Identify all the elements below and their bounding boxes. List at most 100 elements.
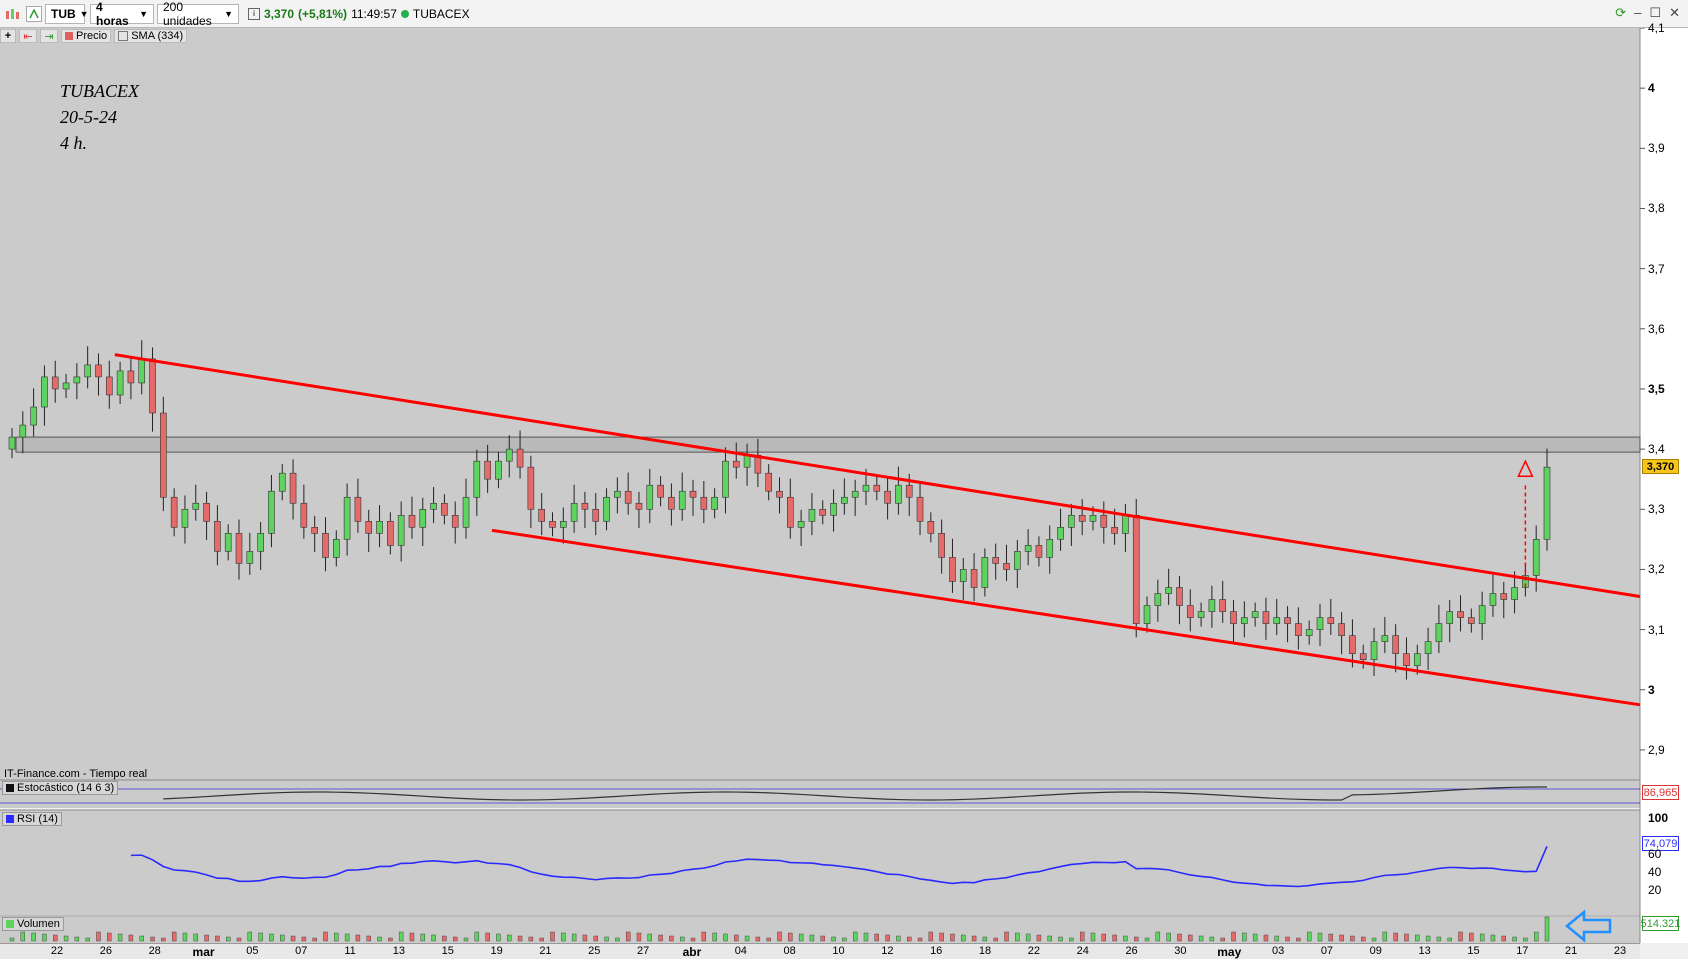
volume-bar <box>874 933 879 942</box>
candle-body <box>1532 539 1540 576</box>
volume-bar <box>1079 931 1085 942</box>
candle-body <box>1316 617 1324 630</box>
candle-body <box>289 472 297 504</box>
volume-bar <box>1101 933 1106 942</box>
candle-body <box>462 496 470 528</box>
volume-panel-tag[interactable]: Volumen <box>2 917 64 931</box>
candle-body <box>1262 611 1270 624</box>
candle-body <box>1241 617 1248 624</box>
stochastic-line <box>163 786 1548 801</box>
compare-icon[interactable] <box>26 6 42 22</box>
legend-sma[interactable]: SMA (334) <box>114 29 188 43</box>
volume-bar <box>366 935 371 942</box>
timeframe-selector[interactable]: 4 horas ▼ <box>90 0 154 28</box>
candle-body <box>1543 466 1551 540</box>
candle-body <box>203 502 210 522</box>
toolbar: TUB ▼ 4 horas ▼ 200 unidades ▼ i 3,370 (+5,… <box>0 0 1688 28</box>
window-controls: ⟳ – ☐ ✕ <box>1615 5 1680 21</box>
volume-bar <box>236 937 242 942</box>
candle-body <box>224 533 232 552</box>
volume-bar <box>107 932 112 942</box>
volume-bar <box>258 932 263 942</box>
export-icon[interactable]: ⇥ <box>40 29 58 43</box>
candle-body <box>127 370 135 384</box>
candle-body <box>1197 611 1205 618</box>
symbol-selector[interactable]: TUB ▼ <box>45 4 89 24</box>
candle-body <box>959 569 967 582</box>
time-axis-label: 23 <box>1613 945 1627 957</box>
candle-body <box>1165 587 1172 594</box>
candle-body <box>1295 623 1302 636</box>
close-icon[interactable]: ✕ <box>1669 5 1680 20</box>
symbol-label: TUB <box>51 7 76 21</box>
legend-price[interactable]: Precio <box>61 29 112 43</box>
price-axis-label: 3 <box>1648 682 1655 697</box>
pointer-arrow-icon <box>1565 909 1612 943</box>
candle-body <box>722 460 729 498</box>
time-axis-label: 21 <box>539 945 552 957</box>
candle-body <box>624 490 632 504</box>
volume-bar <box>1328 933 1334 942</box>
candle-body <box>927 521 935 534</box>
volume-bar <box>377 936 382 942</box>
chevron-down-icon: ▼ <box>139 9 148 19</box>
volume-bar <box>1004 931 1009 942</box>
minimize-icon[interactable]: – <box>1634 5 1642 20</box>
volume-bar <box>355 934 361 942</box>
candle-body <box>1489 593 1497 606</box>
candle-body <box>181 508 189 528</box>
candle-body <box>1359 653 1367 660</box>
candle-body <box>905 484 913 498</box>
stochastic-label: Estocástico (14 6 3) <box>17 782 115 794</box>
price-axis-label: 2,9 <box>1648 742 1665 757</box>
rsi-swatch-icon <box>6 815 14 823</box>
remove-indicator-icon[interactable]: ⇤ <box>19 29 37 43</box>
candle-body <box>116 370 124 396</box>
candle-body <box>711 496 718 510</box>
candle-body <box>8 436 16 450</box>
target-arrow-icon <box>1517 459 1534 477</box>
candle-body <box>1284 617 1291 624</box>
volume-bar <box>1047 935 1052 942</box>
time-axis[interactable]: 22 26 28 mar 05 07 11 13 15 19 21 25 27 abr 04 08 10 12 16… <box>0 943 1640 959</box>
rsi-panel-bg <box>0 810 1640 915</box>
candle-body <box>689 490 697 498</box>
info-icon[interactable]: i <box>248 8 260 20</box>
volume-bar <box>485 932 490 942</box>
volume-bar <box>809 934 815 942</box>
volume-bar <box>1285 936 1290 942</box>
candle-body <box>841 496 848 504</box>
channel-lower-line <box>491 528 1641 707</box>
candle-body <box>538 508 545 522</box>
chart-annotation: TUBACEX 20-5-24 4 h. <box>60 78 139 156</box>
refresh-icon[interactable]: ⟳ <box>1615 5 1627 20</box>
maximize-icon[interactable]: ☐ <box>1649 5 1662 20</box>
volume-bar <box>647 933 652 942</box>
candle-body <box>484 460 491 480</box>
add-indicator-button[interactable]: + <box>0 29 16 43</box>
chevron-down-icon: ▼ <box>224 9 233 19</box>
candle-body <box>235 533 243 564</box>
candle-body <box>1154 593 1162 606</box>
time-axis-label: 08 <box>783 945 796 957</box>
volume-bar <box>1361 936 1366 942</box>
candle-body <box>895 484 902 504</box>
rsi-panel-tag[interactable]: RSI (14) <box>2 812 62 826</box>
volume-bar <box>1415 934 1420 942</box>
volume-bar <box>615 937 620 942</box>
candle-body <box>343 496 351 540</box>
volume-bar <box>431 934 436 942</box>
volume-bar <box>74 936 80 942</box>
candle-body <box>246 551 254 564</box>
volume-bar <box>442 935 447 942</box>
volume-bar <box>723 933 728 942</box>
volume-bar <box>139 935 144 942</box>
stochastic-panel-tag[interactable]: Estocástico (14 6 3) <box>2 781 119 795</box>
candle-body <box>1176 587 1183 606</box>
units-selector[interactable]: 200 unidades ▼ <box>157 0 239 28</box>
chart-type-icon[interactable] <box>4 6 20 22</box>
candle-body <box>797 521 805 528</box>
rsi-line <box>130 845 1548 888</box>
volume-bar <box>182 932 188 942</box>
